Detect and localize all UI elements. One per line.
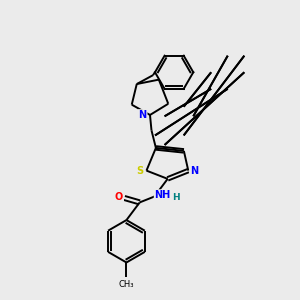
- Text: CH₃: CH₃: [119, 280, 134, 289]
- Text: NH: NH: [154, 190, 171, 200]
- Text: S: S: [136, 166, 144, 176]
- Text: O: O: [115, 191, 123, 202]
- Text: N: N: [139, 110, 147, 120]
- Text: N: N: [190, 166, 198, 176]
- Text: H: H: [172, 194, 180, 202]
